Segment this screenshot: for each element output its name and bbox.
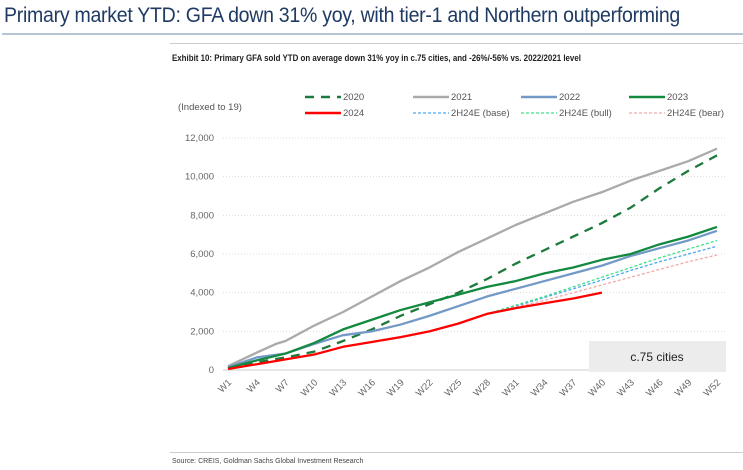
legend-label: 2023	[667, 92, 688, 103]
annotation-text: c.75 cities	[630, 350, 683, 364]
legend-label: 2H24E (bear)	[667, 108, 724, 119]
series-line-2h24e-bull-	[486, 239, 718, 315]
x-tick-label: W7	[274, 377, 292, 395]
x-tick-label: W16	[356, 377, 378, 399]
title-divider	[2, 33, 743, 35]
page-title: Primary market YTD: GFA down 31% yoy, wi…	[4, 4, 681, 27]
exhibit-title: Exhibit 10: Primary GFA sold YTD on aver…	[172, 53, 581, 63]
y-tick-label: 6,000	[190, 249, 214, 260]
x-tick-label: W40	[586, 377, 608, 399]
x-tick-label: W22	[414, 377, 436, 399]
x-tick-label: W1	[216, 377, 234, 395]
y-axis-label: (Indexed to 19)	[178, 102, 242, 113]
y-tick-label: 12,000	[185, 133, 214, 144]
x-tick-label: W52	[702, 377, 724, 399]
series-line-2h24e-base-	[486, 245, 718, 315]
y-tick-label: 10,000	[185, 172, 214, 183]
series-line-2021	[227, 147, 718, 368]
series-line-2023	[227, 225, 718, 370]
legend-label: 2020	[343, 92, 364, 103]
source-divider	[170, 452, 743, 453]
x-tick-label: W34	[529, 377, 551, 399]
x-tick-label: W43	[615, 377, 637, 399]
x-tick-label: W49	[673, 377, 695, 399]
x-tick-label: W19	[385, 377, 407, 399]
legend-label: 2H24E (bull)	[559, 108, 612, 119]
series-line-2024	[227, 291, 603, 371]
x-tick-label: W37	[558, 377, 580, 399]
y-tick-label: 8,000	[190, 210, 214, 221]
annotation-box	[589, 341, 726, 372]
x-tick-label: W31	[500, 377, 522, 399]
y-tick-label: 0	[209, 365, 214, 376]
x-tick-label: W46	[644, 377, 666, 399]
x-tick-label: W25	[443, 377, 465, 399]
x-tick-label: W4	[245, 377, 263, 395]
legend-label: 2024	[343, 108, 364, 119]
legend-label: 2022	[559, 92, 580, 103]
series-line-2020	[227, 154, 718, 370]
y-tick-label: 2,000	[190, 326, 214, 337]
source-note: Source: CREIS, Goldman Sachs Global Inve…	[172, 458, 364, 465]
legend-label: 2H24E (base)	[451, 108, 510, 119]
x-tick-label: W10	[299, 377, 321, 399]
exhibit-divider	[170, 43, 743, 44]
x-tick-label: W28	[471, 377, 493, 399]
legend-label: 2021	[451, 92, 472, 103]
y-tick-label: 4,000	[190, 288, 214, 299]
x-tick-label: W13	[328, 377, 350, 399]
